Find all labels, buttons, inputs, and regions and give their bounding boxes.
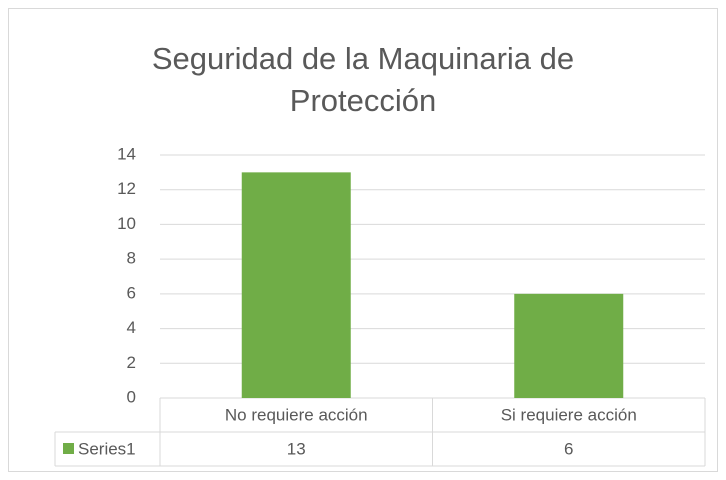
- table-value: 13: [287, 439, 306, 458]
- bar: [514, 293, 624, 398]
- y-tick-label: 14: [117, 144, 136, 163]
- chart-title: Seguridad de la Maquinaria de Protección: [151, 41, 575, 118]
- x-tick-label: Si requiere acción: [501, 405, 637, 424]
- table-value: 6: [564, 439, 573, 458]
- legend-key: [63, 443, 74, 454]
- y-tick-label: 10: [117, 214, 136, 233]
- y-tick-label: 12: [117, 179, 136, 198]
- y-tick-label: 8: [127, 249, 136, 268]
- legend-label: Series1: [78, 439, 136, 458]
- y-tick-label: 4: [127, 318, 136, 337]
- y-tick-label: 0: [127, 387, 136, 406]
- x-tick-label: No requiere acción: [225, 405, 368, 424]
- y-tick-label: 2: [127, 353, 136, 372]
- bar: [241, 172, 351, 398]
- y-tick-label: 6: [127, 283, 136, 302]
